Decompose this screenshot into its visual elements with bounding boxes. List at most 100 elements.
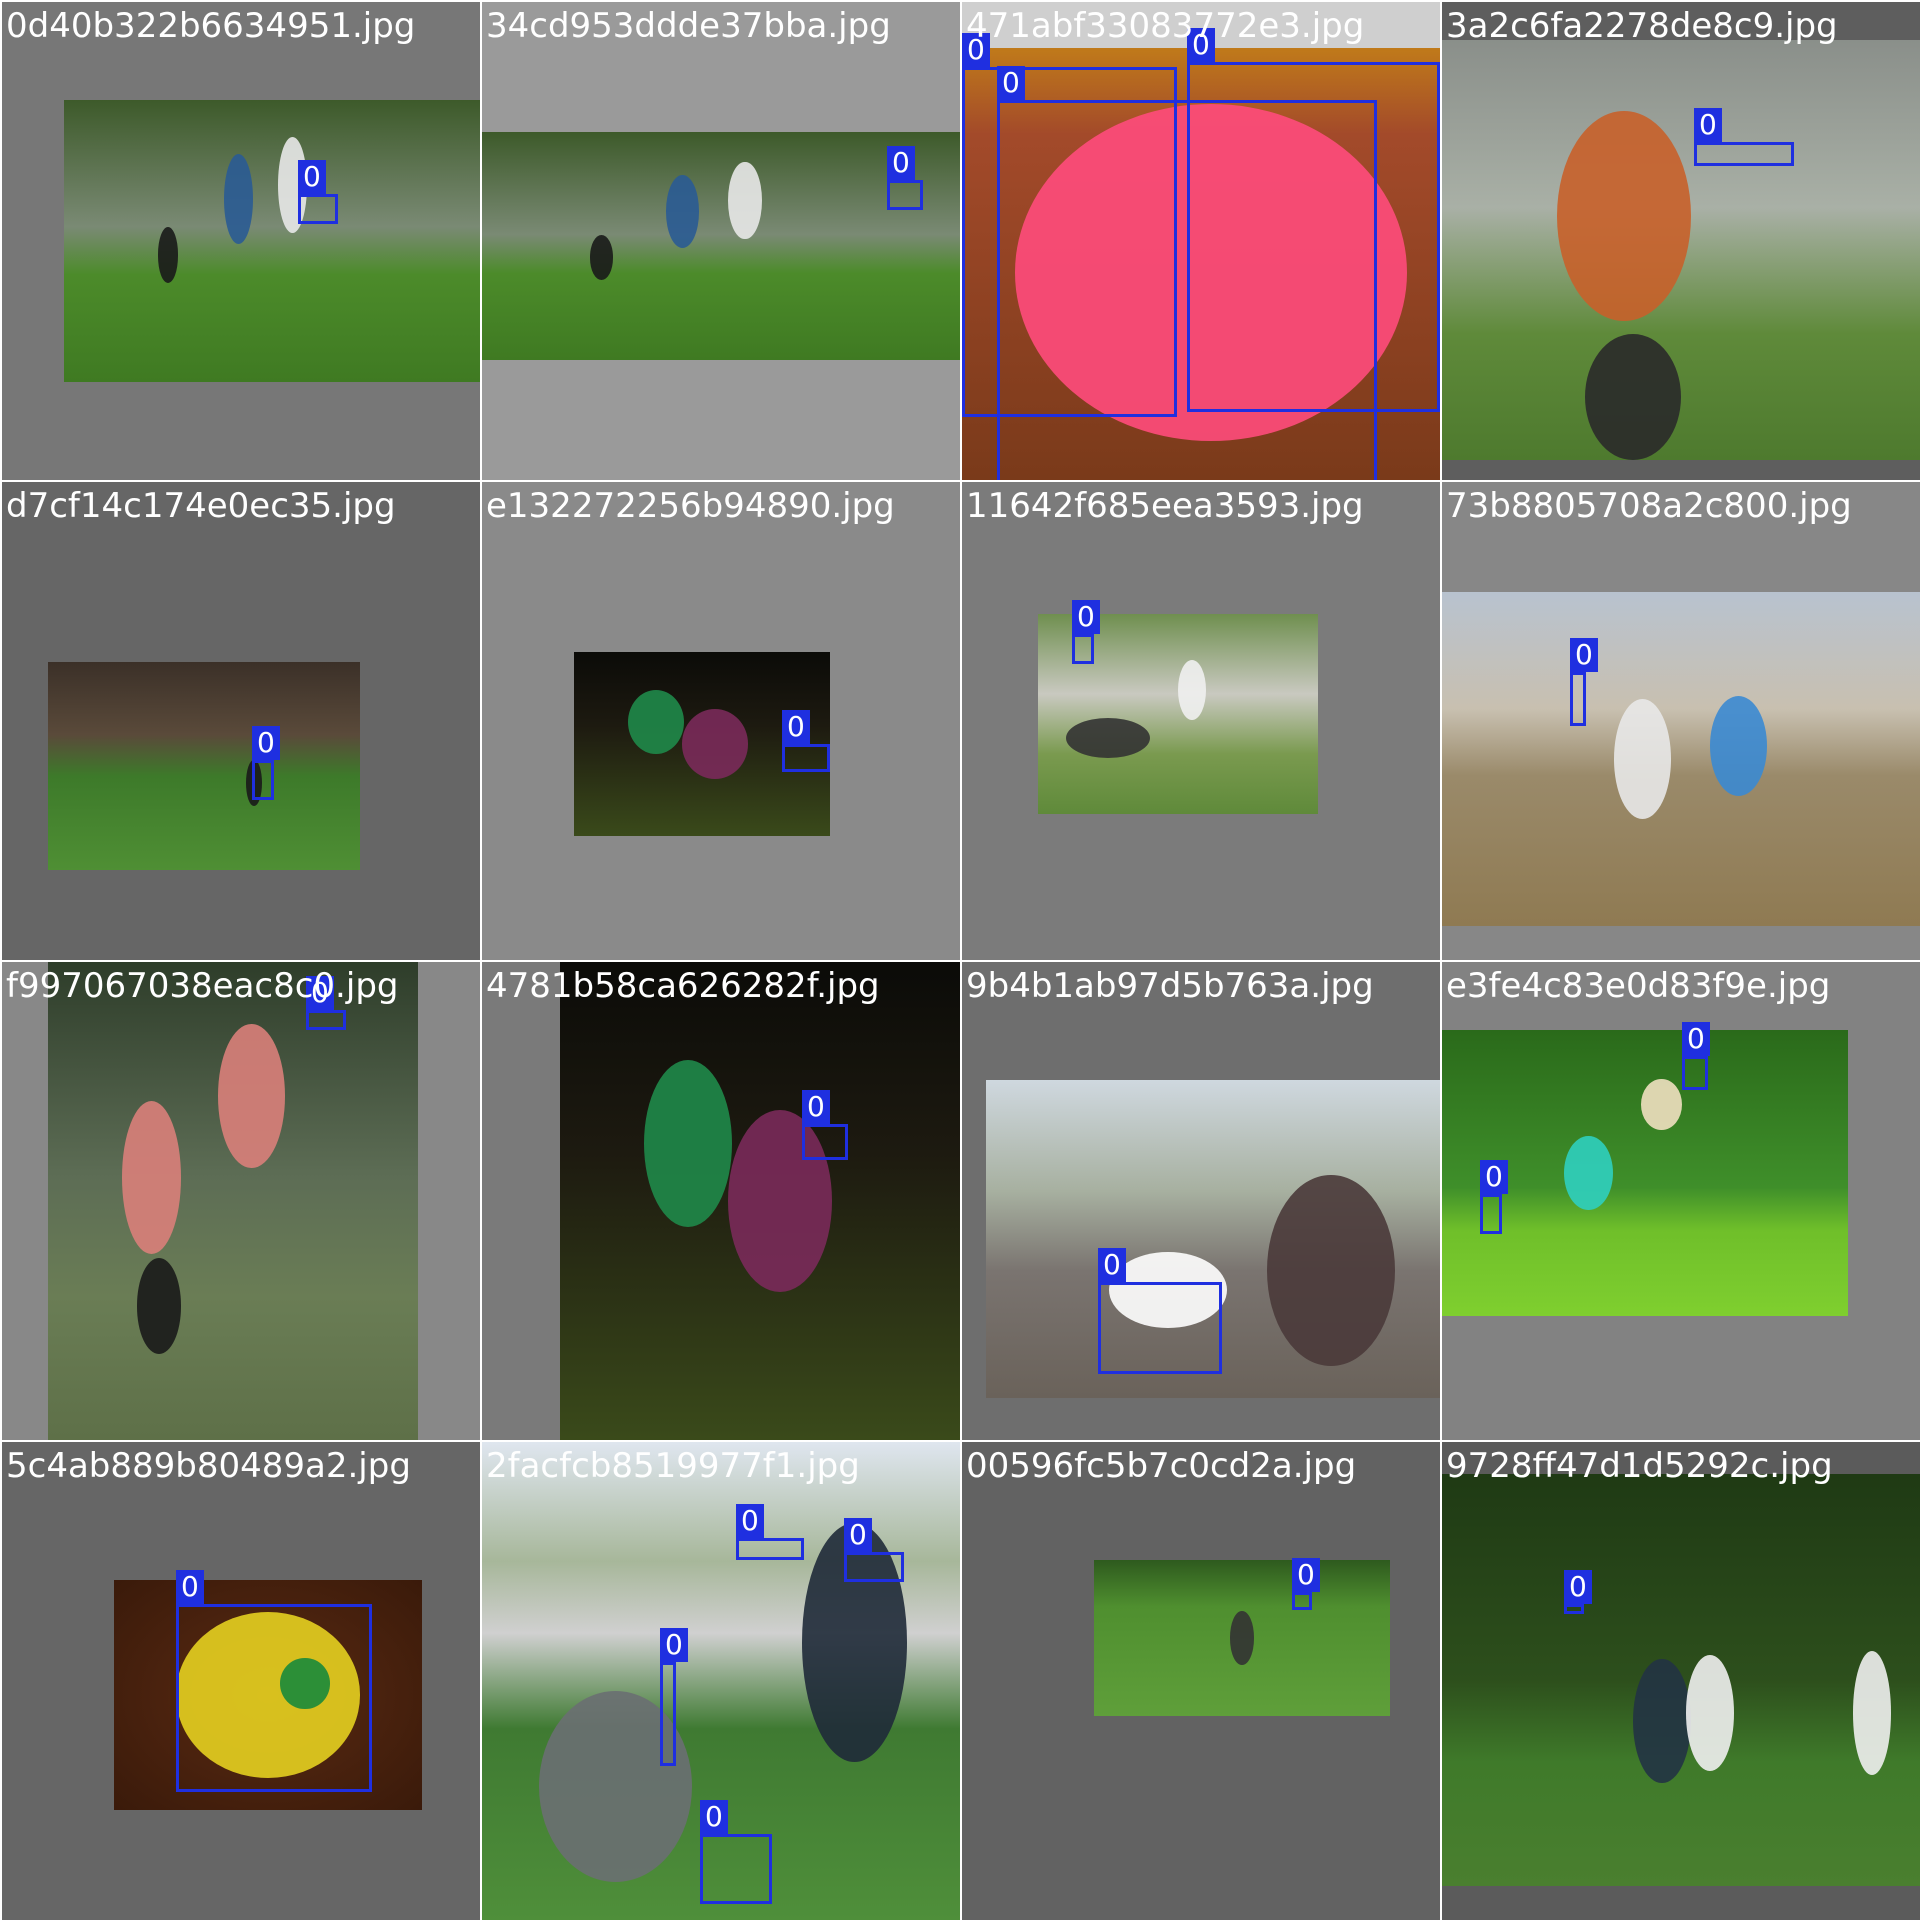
detection-class-label: 0 xyxy=(1480,1160,1508,1194)
photo-players-field xyxy=(482,132,960,360)
tile-filename: 9728ff47d1d5292c.jpg xyxy=(1446,1446,1833,1486)
photo-trees-field xyxy=(1442,1474,1920,1886)
tile-filename: 11642f685eea3593.jpg xyxy=(966,486,1364,526)
detection-box: 0 xyxy=(782,710,830,772)
detection-box: 0 xyxy=(700,1800,772,1904)
detection-box: 0 xyxy=(802,1090,848,1160)
photo-figure xyxy=(280,1658,330,1709)
mosaic-tile: 0 5c4ab889b80489a2.jpg xyxy=(2,1442,480,1920)
detection-class-label: 0 xyxy=(1072,600,1100,634)
detection-class-label: 0 xyxy=(700,1800,728,1834)
photo-jumping-player xyxy=(48,962,418,1440)
tile-filename: e3fe4c83e0d83f9e.jpg xyxy=(1446,966,1831,1006)
photo-figure xyxy=(1853,1651,1892,1775)
photo-snow-road xyxy=(986,1080,1440,1398)
detection-class-label: 0 xyxy=(1098,1248,1126,1282)
tile-filename: 2facfcb8519977f1.jpg xyxy=(486,1446,860,1486)
photo-figure xyxy=(539,1690,693,1882)
detection-box: 0 xyxy=(962,33,1177,417)
mosaic-tile: 0 f997067038eac8c0.jpg xyxy=(2,962,480,1440)
detection-box: 0 xyxy=(1682,1022,1710,1090)
detection-class-label: 0 xyxy=(1694,108,1722,142)
photo-players-field xyxy=(64,100,480,382)
mosaic-tile: 0 4781b58ca626282f.jpg xyxy=(482,962,960,1440)
tile-filename: 3a2c6fa2278de8c9.jpg xyxy=(1446,6,1838,46)
photo-figure xyxy=(1556,111,1691,322)
photo-dirt-field xyxy=(1442,592,1920,926)
photo-figure xyxy=(1633,1659,1691,1783)
detection-box: 0 xyxy=(176,1570,372,1792)
mosaic-tile: 0 34cd953ddde37bba.jpg xyxy=(482,2,960,480)
mosaic-tile: 0 9b4b1ab97d5b763a.jpg xyxy=(962,962,1440,1440)
tile-filename: e132272256b94890.jpg xyxy=(486,486,895,526)
detection-class-label: 0 xyxy=(782,710,810,744)
detection-box: 0 xyxy=(1292,1558,1320,1610)
detection-box: 0 xyxy=(736,1504,804,1560)
tile-filename: 34cd953ddde37bba.jpg xyxy=(486,6,891,46)
tile-filename: 73b8805708a2c800.jpg xyxy=(1446,486,1852,526)
detection-box: 0 xyxy=(252,726,280,800)
detection-class-label: 0 xyxy=(736,1504,764,1538)
mosaic-tile: 0 0 0 0 2facfcb8519977f1.jpg xyxy=(482,1442,960,1920)
detection-box: 0 xyxy=(1564,1570,1592,1614)
photo-crowd-field xyxy=(1038,614,1318,814)
detection-class-label: 0 xyxy=(1187,28,1215,62)
photo-night-players xyxy=(560,962,960,1440)
detection-box: 0 xyxy=(660,1628,688,1766)
mosaic-tile: 0 73b8805708a2c800.jpg xyxy=(1442,482,1920,960)
photo-figure xyxy=(1267,1175,1395,1367)
photo-figure xyxy=(1640,1078,1682,1131)
photo-figure xyxy=(1108,1251,1227,1329)
photo-dog-stadium xyxy=(482,1442,960,1920)
detection-box: 0 xyxy=(844,1518,904,1582)
detection-class-label: 0 xyxy=(997,66,1025,100)
photo-figure xyxy=(728,1110,832,1292)
detection-box: 0 xyxy=(1570,638,1598,726)
detection-box: 0 xyxy=(887,146,923,210)
photo-figure xyxy=(644,1059,732,1228)
photo-figure xyxy=(1585,334,1681,460)
tile-filename: 471abf33083772e3.jpg xyxy=(966,6,1365,46)
photo-figure xyxy=(1563,1135,1613,1211)
detection-class-label: 0 xyxy=(887,146,915,180)
detection-box: 0 xyxy=(298,160,338,224)
detection-class-label: 0 xyxy=(844,1518,872,1552)
tile-filename: d7cf14c174e0ec35.jpg xyxy=(6,486,396,526)
mosaic-tile: 0 e132272256b94890.jpg xyxy=(482,482,960,960)
mosaic-tile: 0 0 0 471abf33083772e3.jpg xyxy=(962,2,1440,480)
photo-figure xyxy=(1709,695,1768,796)
photo-field-buildings xyxy=(48,662,360,870)
photo-figure xyxy=(1066,718,1150,758)
photo-wide-field xyxy=(1094,1560,1390,1716)
detection-class-label: 0 xyxy=(176,1570,204,1604)
photo-figure xyxy=(681,709,749,779)
tile-filename: 9b4b1ab97d5b763a.jpg xyxy=(966,966,1374,1006)
photo-figure xyxy=(157,226,179,284)
detection-class-label: 0 xyxy=(1292,1558,1320,1592)
photo-figure xyxy=(1178,660,1206,720)
mosaic-tile: 0 00596fc5b7c0cd2a.jpg xyxy=(962,1442,1440,1920)
photo-figure xyxy=(136,1258,182,1354)
photo-figure xyxy=(1685,1655,1734,1771)
mosaic-tile: 0 11642f685eea3593.jpg xyxy=(962,482,1440,960)
photo-figure xyxy=(666,175,700,249)
mosaic-tile: 0 3a2c6fa2278de8c9.jpg xyxy=(1442,2,1920,480)
tile-filename: 00596fc5b7c0cd2a.jpg xyxy=(966,1446,1357,1486)
mosaic-tile: 0 d7cf14c174e0ec35.jpg xyxy=(2,482,480,960)
photo-figure xyxy=(1230,1611,1254,1665)
photo-figure xyxy=(728,161,762,240)
mosaic-tile: 0 0 e3fe4c83e0d83f9e.jpg xyxy=(1442,962,1920,1440)
detection-class-label: 0 xyxy=(1570,638,1598,672)
tile-filename: 0d40b322b6634951.jpg xyxy=(6,6,416,46)
photo-figure xyxy=(1014,104,1407,442)
detection-class-label: 0 xyxy=(1564,1570,1592,1604)
photo-night-players xyxy=(574,652,830,836)
photo-figure xyxy=(627,689,685,755)
detection-class-label: 0 xyxy=(252,726,280,760)
photo-pink-disc xyxy=(962,48,1440,480)
detection-class-label: 0 xyxy=(1682,1022,1710,1056)
detection-class-label: 0 xyxy=(802,1090,830,1124)
photo-dog-field xyxy=(1442,1030,1848,1316)
detection-class-label: 0 xyxy=(962,33,990,67)
